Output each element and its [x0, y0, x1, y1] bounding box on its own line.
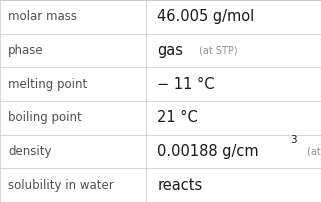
Text: − 11 °C: − 11 °C	[157, 77, 215, 92]
Bar	[0, 135, 146, 168]
Text: gas: gas	[157, 43, 183, 58]
Text: melting point: melting point	[8, 78, 87, 91]
Text: density: density	[8, 145, 52, 158]
Bar	[146, 168, 321, 202]
Text: 21 °C: 21 °C	[157, 110, 198, 125]
Bar	[0, 67, 146, 101]
Bar	[0, 101, 146, 135]
Bar	[146, 67, 321, 101]
Bar	[146, 135, 321, 168]
Bar	[146, 34, 321, 67]
Text: molar mass: molar mass	[8, 10, 77, 23]
Text: 3: 3	[290, 135, 297, 145]
Bar	[146, 0, 321, 34]
Text: reacts: reacts	[157, 178, 203, 193]
Text: (at STP): (at STP)	[199, 45, 238, 56]
Bar	[146, 101, 321, 135]
Text: (at 25 °C): (at 25 °C)	[307, 146, 321, 157]
Text: solubility in water: solubility in water	[8, 179, 114, 192]
Bar	[0, 0, 146, 34]
Bar	[0, 34, 146, 67]
Text: 46.005 g/mol: 46.005 g/mol	[157, 9, 255, 24]
Text: 0.00188 g/cm: 0.00188 g/cm	[157, 144, 259, 159]
Bar	[0, 168, 146, 202]
Text: phase: phase	[8, 44, 44, 57]
Text: boiling point: boiling point	[8, 111, 82, 124]
